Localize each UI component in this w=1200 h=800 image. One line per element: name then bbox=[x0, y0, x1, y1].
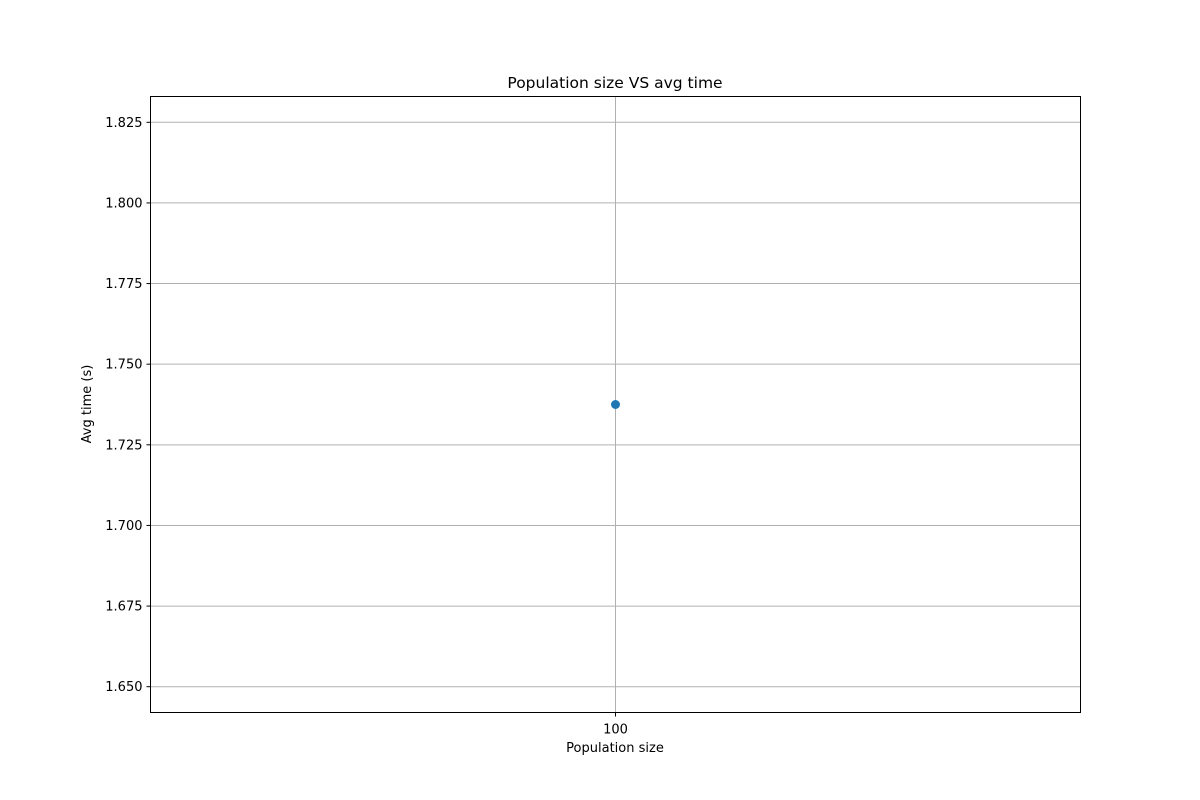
y-tick-label: 1.725 bbox=[105, 438, 142, 453]
y-tick-label: 1.675 bbox=[105, 600, 142, 615]
y-tick-label: 1.775 bbox=[105, 277, 142, 292]
y-tick-label: 1.825 bbox=[105, 116, 142, 131]
y-tick-label: 1.650 bbox=[105, 680, 142, 695]
y-axis-label: Avg time (s) bbox=[80, 365, 95, 444]
chart-title: Population size VS avg time bbox=[507, 74, 722, 92]
points bbox=[611, 400, 620, 409]
x-tick-label: 100 bbox=[603, 723, 628, 738]
y-tick-label: 1.700 bbox=[105, 519, 142, 534]
y-axis-ticks: 1.650 1.675 1.700 1.725 1.750 1.775 1.800 1.825 bbox=[105, 116, 151, 695]
x-axis-ticks: 100 bbox=[603, 712, 628, 738]
y-tick-label: 1.750 bbox=[105, 358, 142, 373]
y-tick-label: 1.800 bbox=[105, 196, 142, 211]
x-axis-label: Population size bbox=[566, 741, 664, 756]
data-point bbox=[611, 400, 620, 409]
